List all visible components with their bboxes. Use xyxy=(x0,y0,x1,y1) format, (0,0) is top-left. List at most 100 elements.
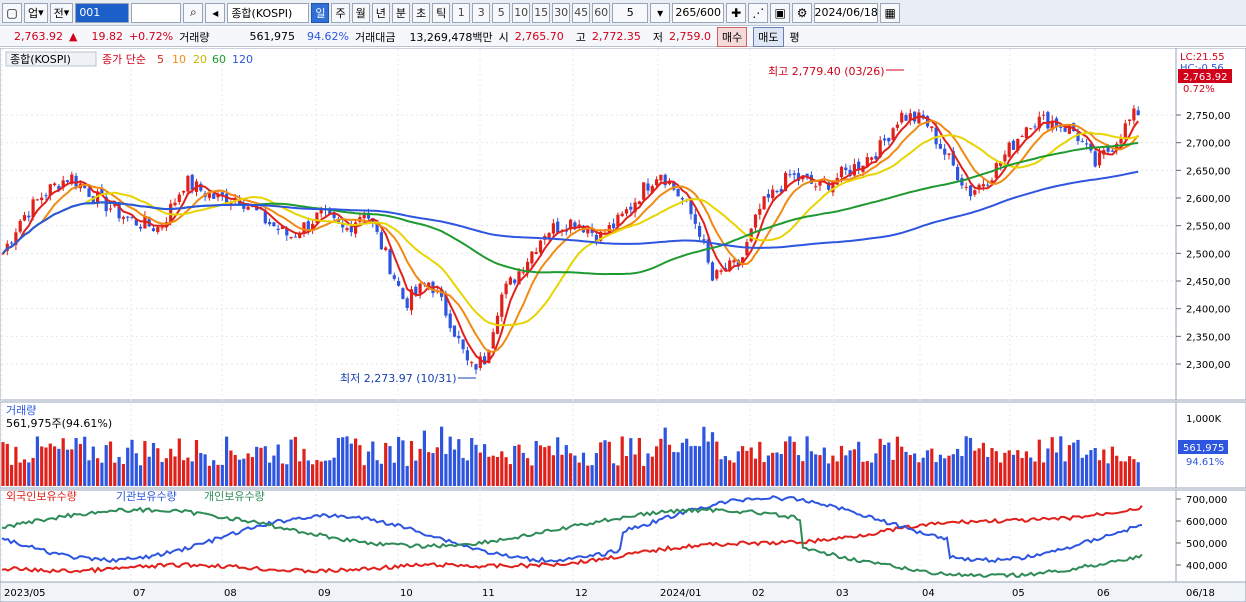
period-minute[interactable]: 분 xyxy=(391,2,410,23)
volume-bar xyxy=(766,455,770,486)
interval-5[interactable]: 5 xyxy=(492,2,511,23)
interval-input[interactable]: 5 xyxy=(612,2,649,23)
candle-body xyxy=(1042,114,1046,116)
volume-bar xyxy=(57,448,61,486)
market-select[interactable]: 업 ▾ xyxy=(24,2,48,23)
last-pct-label: 0.72% xyxy=(1183,84,1215,95)
volume-bar xyxy=(1093,448,1097,486)
period-day[interactable]: 일 xyxy=(311,2,330,23)
volume-bar xyxy=(268,462,272,486)
candle-body xyxy=(61,180,65,188)
volume-bar xyxy=(887,442,891,486)
calendar-icon[interactable]: ▦ xyxy=(880,2,901,23)
volume-bar xyxy=(775,452,779,486)
gear-icon[interactable]: ⚙ xyxy=(792,2,813,23)
x-tick-label: 06 xyxy=(1097,588,1110,599)
window-icon[interactable]: ▢ xyxy=(2,2,22,23)
candle-body xyxy=(629,206,633,210)
interval-15[interactable]: 15 xyxy=(532,2,551,23)
count-field[interactable]: 265/600 xyxy=(672,2,725,23)
period-year[interactable]: 년 xyxy=(371,2,390,23)
stock-chart[interactable]: 종합(KOSPI) 종가 단순 5 10 20 60 120 최고 2,779.… xyxy=(0,48,1246,602)
candle-body xyxy=(491,332,495,349)
candle-body xyxy=(483,356,487,365)
holdings-tick-label: 600,000 xyxy=(1186,517,1227,528)
volume-bar xyxy=(259,447,263,486)
type-select[interactable]: 전 ▾ xyxy=(49,2,74,23)
volume-bar xyxy=(190,461,194,486)
chart-tools-icon[interactable]: ✚ xyxy=(726,2,747,23)
volume-bar xyxy=(1067,445,1071,486)
volume-bar xyxy=(1085,454,1089,486)
volume-bar xyxy=(1106,463,1110,486)
volume-bar xyxy=(418,448,422,486)
period-month[interactable]: 월 xyxy=(351,2,370,23)
price-tick-label: 2,400,00 xyxy=(1186,305,1231,316)
volume-bar xyxy=(590,465,594,486)
interval-45[interactable]: 45 xyxy=(572,2,591,23)
candle-body xyxy=(913,111,917,122)
interval-10[interactable]: 10 xyxy=(512,2,531,23)
volume-bar xyxy=(577,462,581,486)
symbol-name-field[interactable]: 종합(KOSPI) xyxy=(227,2,310,23)
volume-last-box xyxy=(1178,440,1228,454)
x-tick-label: 11 xyxy=(482,588,495,599)
interval-dropdown-icon[interactable]: ▾ xyxy=(650,2,671,23)
interval-1[interactable]: 1 xyxy=(452,2,471,23)
interval-30[interactable]: 30 xyxy=(552,2,571,23)
candle-body xyxy=(1080,141,1084,143)
volume-bar xyxy=(212,460,216,486)
candle-body xyxy=(108,208,113,210)
candle-body xyxy=(749,228,753,242)
main-legend-box[interactable] xyxy=(5,51,97,67)
volume-bar xyxy=(121,464,125,486)
x-tick-label: 06/18 xyxy=(1186,588,1215,599)
search-icon[interactable]: ⌕ xyxy=(183,2,204,23)
volume-bar xyxy=(878,438,882,486)
candle-body xyxy=(427,282,431,287)
period-second[interactable]: 초 xyxy=(411,2,431,23)
pattern-icon[interactable]: ⋰ xyxy=(748,2,769,23)
volume-bar xyxy=(1110,446,1114,486)
candle-body xyxy=(302,222,306,234)
volume-bar xyxy=(788,436,792,486)
eval-button[interactable]: 평 xyxy=(789,30,800,44)
change-arrow: ▲ xyxy=(68,30,78,43)
volume-bar xyxy=(973,450,977,486)
volume-bar xyxy=(745,450,749,486)
volume-bar xyxy=(861,461,865,486)
candle-body xyxy=(371,218,375,224)
volume-bar xyxy=(534,440,538,486)
volume-bar xyxy=(947,455,951,486)
candle-body xyxy=(504,283,508,295)
interval-60[interactable]: 60 xyxy=(592,2,611,23)
volume-bar xyxy=(139,465,143,486)
candle-body xyxy=(775,191,779,193)
candle-body xyxy=(487,350,491,363)
candle-body xyxy=(827,182,831,190)
volume-bar xyxy=(917,462,921,486)
sell-button[interactable]: 매도 xyxy=(753,26,784,47)
volume-bar xyxy=(551,455,555,486)
speaker-icon[interactable]: ◂ xyxy=(205,2,226,23)
volume-bar xyxy=(616,465,620,486)
volume-bar xyxy=(908,455,912,486)
volume-bar xyxy=(814,454,818,486)
code-input[interactable]: 001 xyxy=(75,2,130,23)
period-tick[interactable]: 틱 xyxy=(432,2,451,23)
period-week[interactable]: 주 xyxy=(331,2,350,23)
date-field[interactable]: 2024/06/18 xyxy=(814,2,879,23)
candle-body xyxy=(930,126,934,129)
volume-bar xyxy=(237,459,242,486)
volume-bar xyxy=(891,459,895,486)
high-label: 고 xyxy=(575,30,586,44)
interval-3[interactable]: 3 xyxy=(472,2,491,23)
save-icon[interactable]: ▣ xyxy=(770,2,791,23)
code-dropdown[interactable] xyxy=(131,2,182,23)
volume-bar xyxy=(938,454,942,486)
volume-bar xyxy=(100,462,104,486)
candle-body xyxy=(655,179,659,186)
buy-button[interactable]: 매수 xyxy=(717,26,748,47)
volume-bar xyxy=(35,436,39,486)
volume-bar xyxy=(276,444,280,486)
